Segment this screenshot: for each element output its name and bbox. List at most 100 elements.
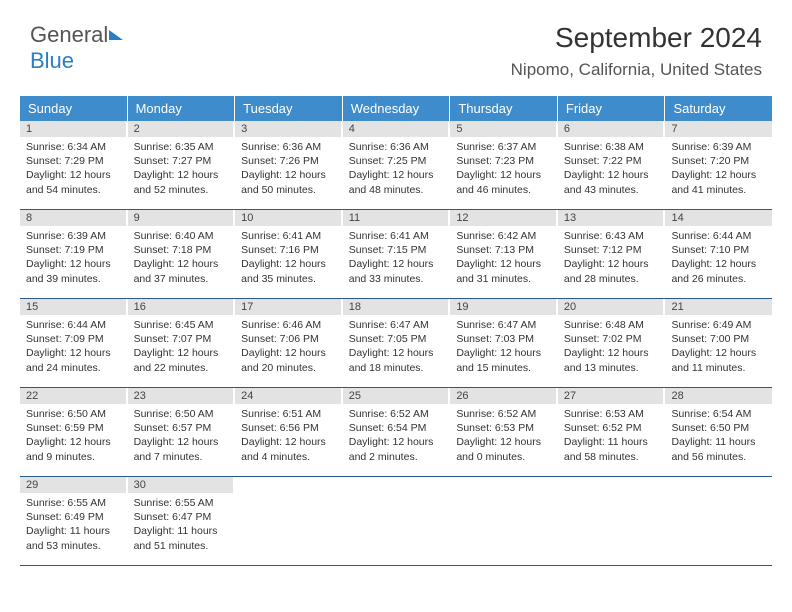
day-details: Sunrise: 6:36 AMSunset: 7:26 PMDaylight:… bbox=[235, 137, 342, 200]
calendar-header-cell: Thursday bbox=[450, 96, 558, 121]
calendar-header-cell: Wednesday bbox=[343, 96, 451, 121]
day-details: Sunrise: 6:43 AMSunset: 7:12 PMDaylight:… bbox=[558, 226, 665, 289]
day-number: 13 bbox=[558, 210, 665, 226]
calendar-row: 1Sunrise: 6:34 AMSunset: 7:29 PMDaylight… bbox=[20, 121, 772, 210]
calendar-day-cell: 26Sunrise: 6:52 AMSunset: 6:53 PMDayligh… bbox=[450, 388, 558, 476]
day-number: 24 bbox=[235, 388, 342, 404]
calendar-day-cell: 8Sunrise: 6:39 AMSunset: 7:19 PMDaylight… bbox=[20, 210, 128, 298]
calendar-day-cell: 16Sunrise: 6:45 AMSunset: 7:07 PMDayligh… bbox=[128, 299, 236, 387]
day-number: 27 bbox=[558, 388, 665, 404]
calendar-day-cell: 17Sunrise: 6:46 AMSunset: 7:06 PMDayligh… bbox=[235, 299, 343, 387]
calendar-header-cell: Tuesday bbox=[235, 96, 343, 121]
calendar-day-cell: 24Sunrise: 6:51 AMSunset: 6:56 PMDayligh… bbox=[235, 388, 343, 476]
calendar-day-cell: 19Sunrise: 6:47 AMSunset: 7:03 PMDayligh… bbox=[450, 299, 558, 387]
day-number: 5 bbox=[450, 121, 557, 137]
day-details: Sunrise: 6:52 AMSunset: 6:53 PMDaylight:… bbox=[450, 404, 557, 467]
calendar-day-cell: 7Sunrise: 6:39 AMSunset: 7:20 PMDaylight… bbox=[665, 121, 772, 209]
day-details: Sunrise: 6:52 AMSunset: 6:54 PMDaylight:… bbox=[343, 404, 450, 467]
day-number: 16 bbox=[128, 299, 235, 315]
calendar-day-cell: 11Sunrise: 6:41 AMSunset: 7:15 PMDayligh… bbox=[343, 210, 451, 298]
day-details: Sunrise: 6:54 AMSunset: 6:50 PMDaylight:… bbox=[665, 404, 772, 467]
day-details: Sunrise: 6:44 AMSunset: 7:10 PMDaylight:… bbox=[665, 226, 772, 289]
page-title: September 2024 bbox=[555, 22, 762, 54]
logo: General Blue bbox=[30, 22, 123, 74]
calendar-day-cell: 5Sunrise: 6:37 AMSunset: 7:23 PMDaylight… bbox=[450, 121, 558, 209]
day-number: 6 bbox=[558, 121, 665, 137]
calendar-day-cell: 1Sunrise: 6:34 AMSunset: 7:29 PMDaylight… bbox=[20, 121, 128, 209]
day-details: Sunrise: 6:44 AMSunset: 7:09 PMDaylight:… bbox=[20, 315, 127, 378]
day-number: 12 bbox=[450, 210, 557, 226]
day-details: Sunrise: 6:51 AMSunset: 6:56 PMDaylight:… bbox=[235, 404, 342, 467]
day-details: Sunrise: 6:45 AMSunset: 7:07 PMDaylight:… bbox=[128, 315, 235, 378]
calendar-day-cell: . bbox=[235, 477, 343, 565]
calendar-row: 29Sunrise: 6:55 AMSunset: 6:49 PMDayligh… bbox=[20, 477, 772, 566]
calendar-day-cell: . bbox=[665, 477, 772, 565]
day-number: 2 bbox=[128, 121, 235, 137]
calendar-day-cell: 30Sunrise: 6:55 AMSunset: 6:47 PMDayligh… bbox=[128, 477, 236, 565]
day-details: Sunrise: 6:53 AMSunset: 6:52 PMDaylight:… bbox=[558, 404, 665, 467]
calendar-table: SundayMondayTuesdayWednesdayThursdayFrid… bbox=[20, 96, 772, 566]
calendar-header-row: SundayMondayTuesdayWednesdayThursdayFrid… bbox=[20, 96, 772, 121]
calendar-day-cell: 22Sunrise: 6:50 AMSunset: 6:59 PMDayligh… bbox=[20, 388, 128, 476]
day-number: 26 bbox=[450, 388, 557, 404]
calendar-day-cell: . bbox=[558, 477, 666, 565]
day-details: Sunrise: 6:50 AMSunset: 6:57 PMDaylight:… bbox=[128, 404, 235, 467]
day-details: Sunrise: 6:47 AMSunset: 7:03 PMDaylight:… bbox=[450, 315, 557, 378]
day-details: Sunrise: 6:36 AMSunset: 7:25 PMDaylight:… bbox=[343, 137, 450, 200]
day-number: 10 bbox=[235, 210, 342, 226]
calendar-row: 8Sunrise: 6:39 AMSunset: 7:19 PMDaylight… bbox=[20, 210, 772, 299]
day-details: Sunrise: 6:50 AMSunset: 6:59 PMDaylight:… bbox=[20, 404, 127, 467]
calendar-day-cell: 15Sunrise: 6:44 AMSunset: 7:09 PMDayligh… bbox=[20, 299, 128, 387]
calendar-day-cell: 3Sunrise: 6:36 AMSunset: 7:26 PMDaylight… bbox=[235, 121, 343, 209]
calendar-day-cell: . bbox=[450, 477, 558, 565]
day-number: 19 bbox=[450, 299, 557, 315]
day-number: 7 bbox=[665, 121, 772, 137]
day-number: 30 bbox=[128, 477, 235, 493]
calendar-header-cell: Saturday bbox=[665, 96, 772, 121]
day-number: 22 bbox=[20, 388, 127, 404]
calendar-day-cell: 13Sunrise: 6:43 AMSunset: 7:12 PMDayligh… bbox=[558, 210, 666, 298]
calendar-day-cell: 9Sunrise: 6:40 AMSunset: 7:18 PMDaylight… bbox=[128, 210, 236, 298]
calendar-day-cell: 2Sunrise: 6:35 AMSunset: 7:27 PMDaylight… bbox=[128, 121, 236, 209]
calendar-row: 15Sunrise: 6:44 AMSunset: 7:09 PMDayligh… bbox=[20, 299, 772, 388]
day-number: 20 bbox=[558, 299, 665, 315]
day-details: Sunrise: 6:34 AMSunset: 7:29 PMDaylight:… bbox=[20, 137, 127, 200]
day-details: Sunrise: 6:46 AMSunset: 7:06 PMDaylight:… bbox=[235, 315, 342, 378]
day-number: 14 bbox=[665, 210, 772, 226]
day-details: Sunrise: 6:40 AMSunset: 7:18 PMDaylight:… bbox=[128, 226, 235, 289]
calendar-row: 22Sunrise: 6:50 AMSunset: 6:59 PMDayligh… bbox=[20, 388, 772, 477]
calendar-header-cell: Friday bbox=[558, 96, 666, 121]
day-number: 29 bbox=[20, 477, 127, 493]
day-number: 28 bbox=[665, 388, 772, 404]
day-details: Sunrise: 6:38 AMSunset: 7:22 PMDaylight:… bbox=[558, 137, 665, 200]
day-number: 1 bbox=[20, 121, 127, 137]
day-details: Sunrise: 6:47 AMSunset: 7:05 PMDaylight:… bbox=[343, 315, 450, 378]
calendar-day-cell: 18Sunrise: 6:47 AMSunset: 7:05 PMDayligh… bbox=[343, 299, 451, 387]
day-details: Sunrise: 6:49 AMSunset: 7:00 PMDaylight:… bbox=[665, 315, 772, 378]
calendar-day-cell: 21Sunrise: 6:49 AMSunset: 7:00 PMDayligh… bbox=[665, 299, 772, 387]
logo-text-1: General bbox=[30, 22, 108, 47]
day-number: 15 bbox=[20, 299, 127, 315]
day-details: Sunrise: 6:39 AMSunset: 7:20 PMDaylight:… bbox=[665, 137, 772, 200]
day-number: 18 bbox=[343, 299, 450, 315]
day-number: 17 bbox=[235, 299, 342, 315]
logo-flag-icon bbox=[109, 30, 123, 40]
logo-text-2: Blue bbox=[30, 48, 74, 73]
day-number: 21 bbox=[665, 299, 772, 315]
calendar-header-cell: Sunday bbox=[20, 96, 128, 121]
day-details: Sunrise: 6:35 AMSunset: 7:27 PMDaylight:… bbox=[128, 137, 235, 200]
day-details: Sunrise: 6:48 AMSunset: 7:02 PMDaylight:… bbox=[558, 315, 665, 378]
calendar-day-cell: 12Sunrise: 6:42 AMSunset: 7:13 PMDayligh… bbox=[450, 210, 558, 298]
calendar-day-cell: 27Sunrise: 6:53 AMSunset: 6:52 PMDayligh… bbox=[558, 388, 666, 476]
day-number: 8 bbox=[20, 210, 127, 226]
day-number: 4 bbox=[343, 121, 450, 137]
calendar-day-cell: 14Sunrise: 6:44 AMSunset: 7:10 PMDayligh… bbox=[665, 210, 772, 298]
day-details: Sunrise: 6:55 AMSunset: 6:49 PMDaylight:… bbox=[20, 493, 127, 556]
day-number: 25 bbox=[343, 388, 450, 404]
calendar-day-cell: 25Sunrise: 6:52 AMSunset: 6:54 PMDayligh… bbox=[343, 388, 451, 476]
calendar-day-cell: 28Sunrise: 6:54 AMSunset: 6:50 PMDayligh… bbox=[665, 388, 772, 476]
day-number: 9 bbox=[128, 210, 235, 226]
calendar-day-cell: 10Sunrise: 6:41 AMSunset: 7:16 PMDayligh… bbox=[235, 210, 343, 298]
calendar-day-cell: 6Sunrise: 6:38 AMSunset: 7:22 PMDaylight… bbox=[558, 121, 666, 209]
calendar-day-cell: 20Sunrise: 6:48 AMSunset: 7:02 PMDayligh… bbox=[558, 299, 666, 387]
